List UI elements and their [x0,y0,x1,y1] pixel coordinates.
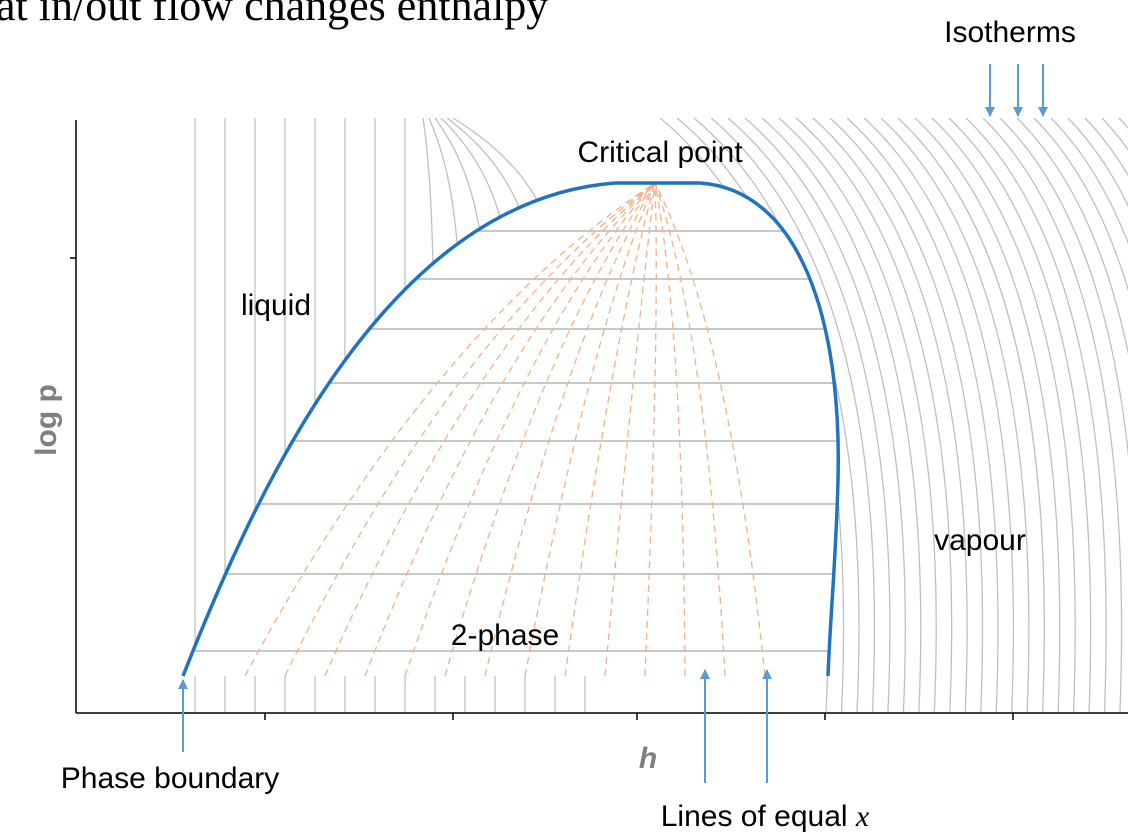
quality-line [654,183,766,676]
isotherm [880,118,1030,712]
isotherm [812,118,968,712]
isotherm [1067,118,1128,207]
arrows [178,64,1048,783]
isotherm [897,118,1045,712]
isotherm [965,118,1107,712]
quality-line [244,183,656,676]
quality-line [404,183,656,676]
isotherm [948,118,1092,712]
phase-boundary-label: Phase boundary [61,762,280,795]
equal-x-variable: x [855,800,870,833]
isotherm [1033,118,1128,292]
equal-x-text: Lines of equal [661,800,856,833]
title: at in/out flow changes enthalpy [0,0,548,30]
quality-line [604,183,656,676]
isotherm [778,118,937,712]
x-axis-label: h [639,742,657,775]
isotherm [1050,118,1128,245]
isotherm [999,118,1128,458]
isotherm [846,118,999,712]
two-phase-region [183,183,839,676]
y-axis-label: log p [30,384,63,456]
quality-line [654,183,686,676]
quality-line [444,183,656,676]
isotherm [863,118,1015,712]
isotherm [727,118,891,712]
quality-line [644,183,657,676]
isotherm [761,118,922,712]
quality-line [324,183,656,676]
vapour-label: vapour [934,524,1026,557]
isotherm [1084,118,1128,177]
quality-line [524,183,656,676]
quality-line [484,183,656,676]
critical-point-label: Critical point [577,136,743,169]
isotherm [931,118,1076,712]
liquid-label: liquid [241,289,311,322]
isotherm [914,118,1061,712]
isotherm [710,118,876,712]
isotherms-label: Isotherms [944,16,1076,49]
isotherm [982,118,1123,712]
two-phase-label: 2-phase [451,619,559,652]
equal-x-label: Lines of equal x [661,800,870,833]
phase-boundary [181,181,841,677]
isotherm [1016,118,1128,356]
isotherm [829,118,984,712]
isotherm [795,118,953,712]
axes [70,120,1128,720]
quality-line [364,183,656,676]
isotherm [744,118,906,712]
